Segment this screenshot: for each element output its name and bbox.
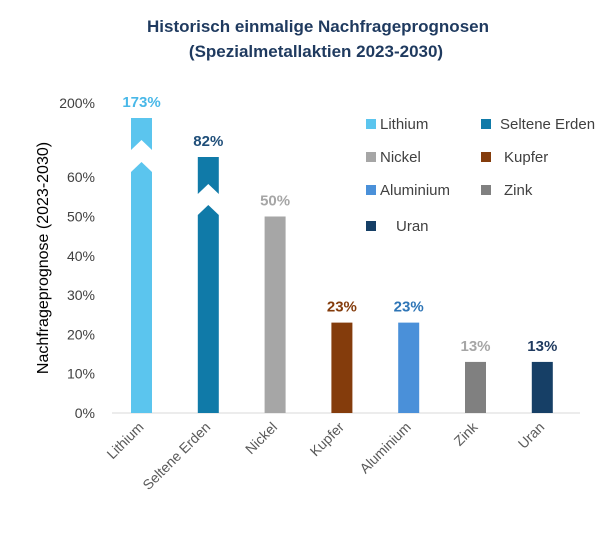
bar-lithium <box>131 162 152 413</box>
y-tick-label: 40% <box>67 248 95 264</box>
x-tick-label: Nickel <box>242 419 280 457</box>
x-tick-label: Aluminium <box>356 419 414 477</box>
y-tick-label: 20% <box>67 326 95 342</box>
bar-nickel <box>264 216 286 413</box>
bar-seltene-erden <box>197 205 219 413</box>
legend-swatch <box>481 185 491 195</box>
data-label: 13% <box>527 338 557 355</box>
data-label: 50% <box>260 193 290 210</box>
legend-swatch <box>366 119 376 129</box>
x-tick-label: Zink <box>451 418 482 449</box>
y-tick-label: 200% <box>59 95 95 111</box>
x-tick-label: Lithium <box>103 419 146 462</box>
bar-zink <box>465 361 486 413</box>
y-axis-label: Nachfrageprognose (2023-2030) <box>35 142 52 374</box>
y-tick-label: 10% <box>67 366 95 382</box>
chart-subtitle: (Spezialmetallaktien 2023-2030) <box>189 42 443 61</box>
legend-label: Kupfer <box>504 149 548 166</box>
legend-label: Uran <box>396 218 429 235</box>
y-tick-label: 60% <box>67 169 95 185</box>
bar-kupfer <box>331 322 353 413</box>
legend-label: Lithium <box>380 116 428 133</box>
x-tick-label: Uran <box>515 419 548 452</box>
data-label: 23% <box>394 299 424 316</box>
x-tick-label: Kupfer <box>307 419 348 460</box>
legend-label: Nickel <box>380 149 421 166</box>
legend-swatch <box>481 119 491 129</box>
data-label: 82% <box>193 133 223 150</box>
x-tick-label: Seltene Erden <box>139 419 213 493</box>
legend-label: Zink <box>504 182 533 199</box>
chart-title: Historisch einmalige Nachfrageprognosen <box>147 17 489 36</box>
bar-aluminium <box>398 322 420 413</box>
legend-swatch <box>366 152 376 162</box>
bar-uran <box>531 361 553 413</box>
data-label: 173% <box>122 94 160 111</box>
legend-label: Seltene Erden <box>500 116 595 133</box>
legend-label: Aluminium <box>380 182 450 199</box>
legend-swatch <box>366 185 376 195</box>
y-tick-label: 0% <box>75 405 95 421</box>
y-tick-label: 30% <box>67 287 95 303</box>
bar-lithium-upper <box>131 118 152 150</box>
legend-swatch <box>481 152 491 162</box>
y-tick-label: 50% <box>67 209 95 225</box>
data-label: 13% <box>460 338 490 355</box>
bar-seltene-erden-upper <box>197 157 219 194</box>
data-label: 23% <box>327 299 357 316</box>
legend-swatch <box>366 221 376 231</box>
